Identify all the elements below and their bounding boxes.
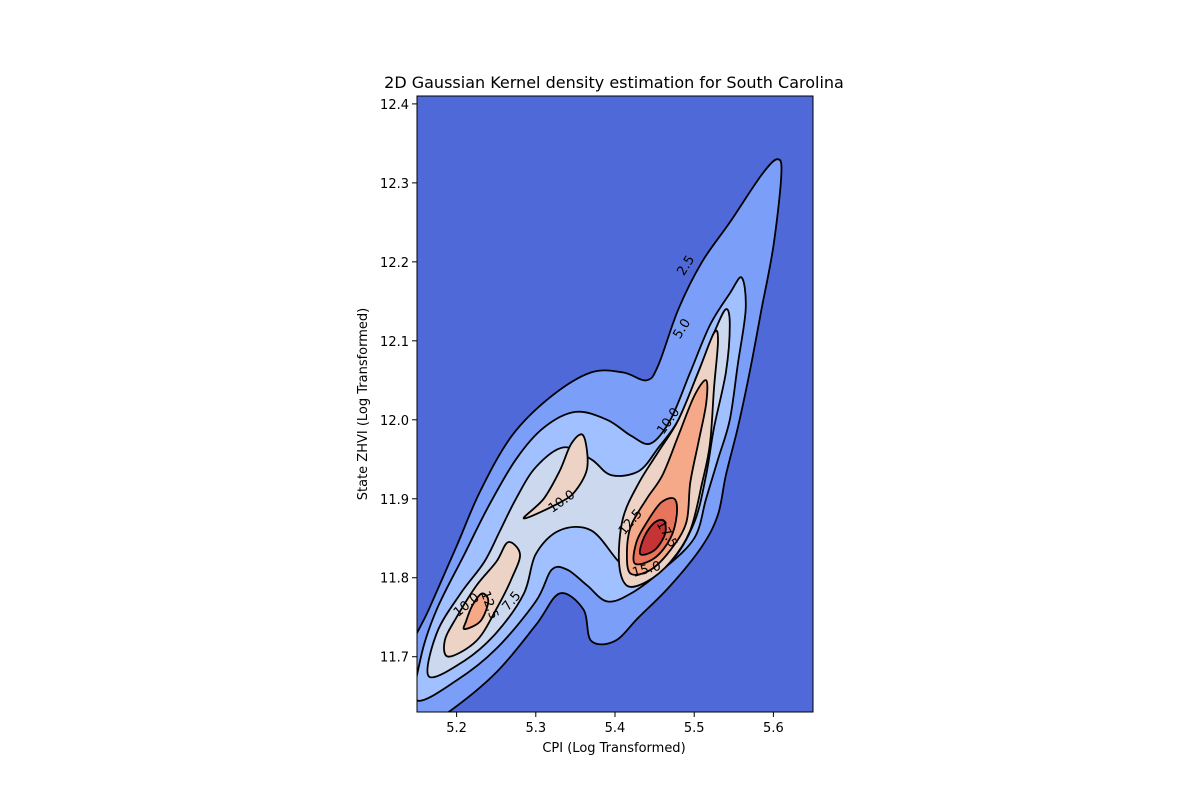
y-tick-label: 11.9 [380, 493, 409, 508]
y-tick-label: 12.4 [380, 98, 409, 113]
plot-area: 2.55.010.010.012.5 17.515.010.012.57.5 [416, 95, 814, 713]
x-tick-label: 5.3 [525, 721, 546, 736]
y-tick-label: 12.0 [380, 414, 409, 429]
y-tick-label: 11.8 [380, 572, 409, 587]
chart-title: 2D Gaussian Kernel density estimation fo… [384, 73, 844, 92]
x-tick-label: 5.6 [763, 721, 784, 736]
x-tick-label: 5.5 [684, 721, 705, 736]
y-tick-label: 12.3 [380, 177, 409, 192]
y-tick-label: 12.2 [380, 256, 409, 271]
y-axis: 11.7 11.8 11.9 12.0 12.1 12.2 12.3 12.4 [380, 98, 417, 666]
y-tick-label: 11.7 [380, 651, 409, 666]
y-tick-label: 12.1 [380, 335, 409, 350]
x-axis: 5.2 5.3 5.4 5.5 5.6 [446, 712, 784, 736]
x-tick-label: 5.4 [605, 721, 626, 736]
x-axis-label: CPI (Log Transformed) [542, 741, 685, 756]
contour-level-12.5-region [462, 592, 490, 631]
contour-level-10-region [522, 433, 589, 520]
x-tick-label: 5.2 [446, 721, 467, 736]
contour-level-17.5-region [638, 518, 667, 556]
y-axis-label: State ZHVI (Log Transformed) [356, 308, 371, 501]
contour-label: 15.0 [631, 559, 663, 581]
